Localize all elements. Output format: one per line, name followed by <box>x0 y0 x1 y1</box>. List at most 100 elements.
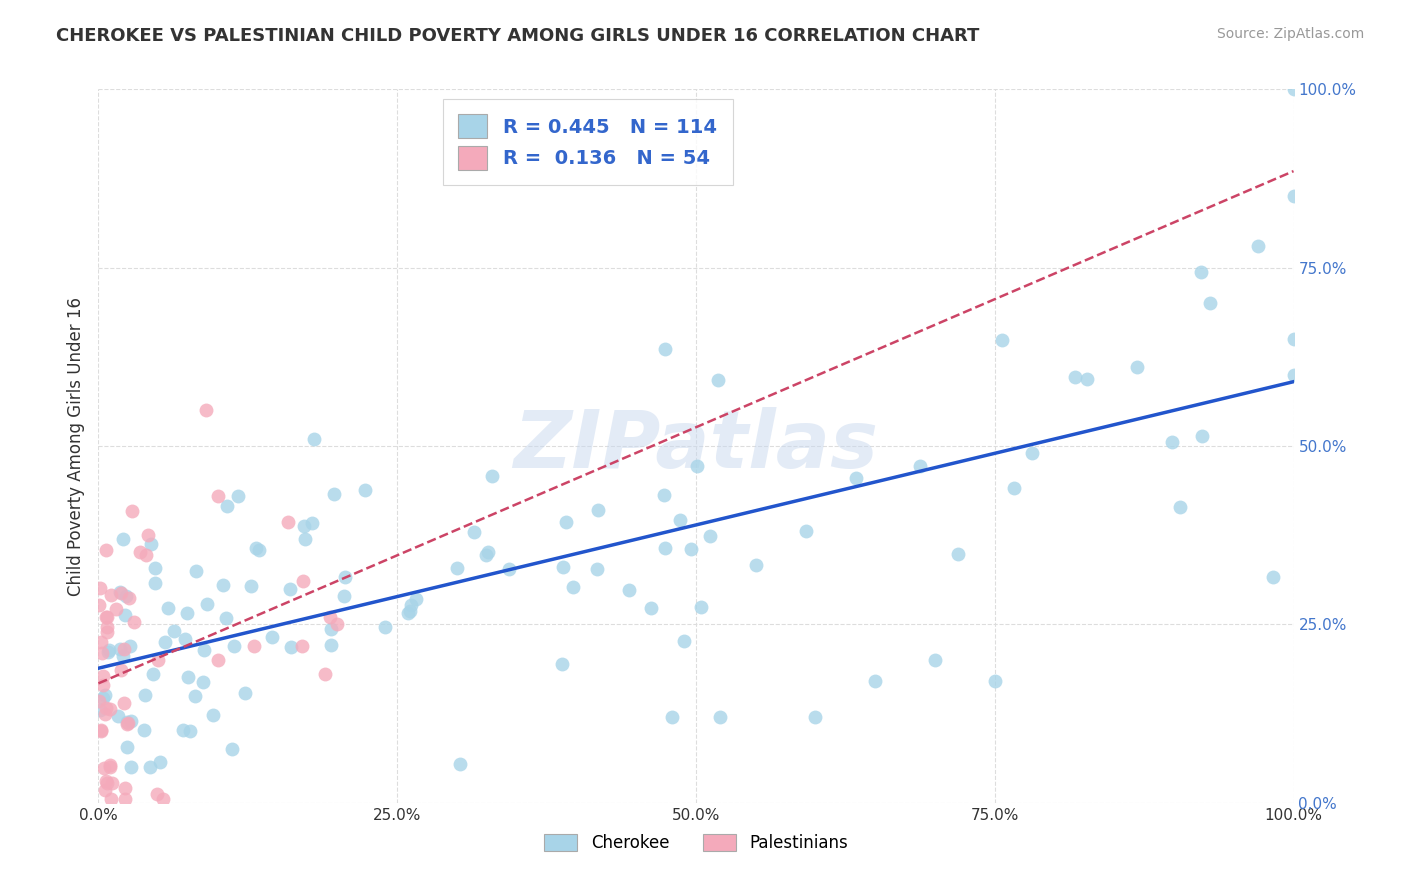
Point <box>554 515 576 529</box>
Point <box>118 591 141 606</box>
Point <box>157 601 180 615</box>
Point <box>96 609 118 624</box>
Point <box>699 529 721 543</box>
Point <box>112 696 135 710</box>
Point <box>224 639 246 653</box>
Point <box>481 469 503 483</box>
Point <box>1282 82 1305 96</box>
Point <box>1002 481 1025 495</box>
Point <box>202 707 225 722</box>
Point <box>96 620 118 634</box>
Point <box>1168 500 1191 514</box>
Point <box>191 675 214 690</box>
Point <box>319 609 342 624</box>
Point <box>291 639 314 653</box>
Point <box>744 558 766 573</box>
Point <box>94 707 117 722</box>
Point <box>463 525 485 540</box>
Point <box>114 791 136 805</box>
Point <box>207 653 229 667</box>
Point <box>87 694 110 708</box>
Point <box>139 760 162 774</box>
Point <box>991 333 1014 347</box>
Point <box>1161 435 1184 450</box>
Point <box>304 433 326 447</box>
Point <box>315 667 337 681</box>
Point <box>354 483 377 497</box>
Point <box>794 524 817 538</box>
Point <box>1199 296 1222 310</box>
Point <box>94 701 117 715</box>
Point <box>136 528 159 542</box>
Point <box>1263 570 1285 584</box>
Point <box>686 459 709 474</box>
Point <box>333 589 356 603</box>
Point <box>405 591 427 606</box>
Point <box>110 586 132 600</box>
Point <box>551 560 574 574</box>
Point <box>90 723 112 737</box>
Point <box>640 600 662 615</box>
Point <box>226 489 249 503</box>
Point <box>669 512 692 526</box>
Point <box>120 714 142 729</box>
Point <box>186 564 208 578</box>
Point <box>104 602 127 616</box>
Point <box>804 710 827 724</box>
Text: Source: ZipAtlas.com: Source: ZipAtlas.com <box>1216 27 1364 41</box>
Point <box>101 776 124 790</box>
Legend: Cherokee, Palestinians: Cherokee, Palestinians <box>537 827 855 859</box>
Point <box>277 515 299 529</box>
Point <box>586 562 609 576</box>
Point <box>121 504 143 518</box>
Point <box>120 639 142 653</box>
Point <box>179 724 201 739</box>
Point <box>142 667 165 681</box>
Point <box>475 548 498 562</box>
Point <box>145 575 167 590</box>
Point <box>240 579 263 593</box>
Point <box>122 615 145 629</box>
Point <box>1282 332 1305 346</box>
Point <box>301 516 323 530</box>
Point <box>1076 372 1098 386</box>
Point <box>551 657 574 671</box>
Point <box>98 760 121 774</box>
Point <box>135 548 157 562</box>
Point <box>90 646 112 660</box>
Point <box>689 599 711 614</box>
Point <box>1282 368 1305 382</box>
Point <box>195 403 218 417</box>
Point <box>446 561 468 575</box>
Point <box>162 624 184 639</box>
Point <box>98 702 121 716</box>
Point <box>108 585 131 599</box>
Point <box>134 688 156 702</box>
Point <box>107 709 129 723</box>
Point <box>292 518 315 533</box>
Point <box>654 342 676 356</box>
Text: CHEROKEE VS PALESTINIAN CHILD POVERTY AMONG GIRLS UNDER 16 CORRELATION CHART: CHEROKEE VS PALESTINIAN CHILD POVERTY AM… <box>56 27 980 45</box>
Point <box>98 643 121 657</box>
Point <box>1247 239 1270 253</box>
Y-axis label: Child Poverty Among Girls Under 16: Child Poverty Among Girls Under 16 <box>66 296 84 596</box>
Point <box>1021 446 1043 460</box>
Point <box>117 716 139 731</box>
Point <box>148 653 170 667</box>
Point <box>1189 265 1212 279</box>
Point <box>319 622 342 636</box>
Point <box>96 610 118 624</box>
Text: ZIPatlas: ZIPatlas <box>513 407 879 485</box>
Point <box>1282 189 1305 203</box>
Point <box>120 760 142 774</box>
Point <box>91 691 114 706</box>
Point <box>152 791 174 805</box>
Point <box>100 588 122 602</box>
Point <box>111 532 134 546</box>
Point <box>679 542 702 557</box>
Point <box>207 489 229 503</box>
Point <box>247 542 270 557</box>
Point <box>243 639 266 653</box>
Point <box>110 642 132 657</box>
Point <box>706 373 728 387</box>
